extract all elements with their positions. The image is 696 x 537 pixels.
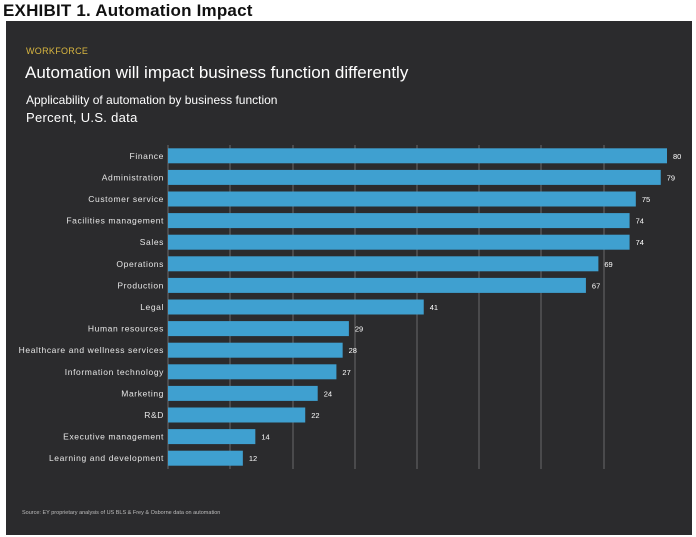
category-label: Production [117, 280, 164, 290]
category-label: R&D [144, 410, 164, 420]
category-label: Healthcare and wellness services [19, 345, 164, 355]
value-label: 24 [324, 389, 332, 398]
value-label: 67 [592, 281, 600, 290]
value-label: 12 [249, 454, 257, 463]
bar [168, 385, 318, 401]
value-label: 79 [667, 173, 675, 182]
value-label: 74 [636, 238, 644, 247]
value-label: 28 [349, 346, 357, 355]
value-label: 29 [355, 325, 363, 334]
bar [168, 169, 661, 185]
category-label: Information technology [65, 367, 164, 377]
exhibit-title: EXHIBIT 1. Automation Impact [3, 1, 253, 20]
category-label: Marketing [121, 388, 164, 398]
value-label: 41 [430, 303, 438, 312]
section-kicker: WORKFORCE [26, 46, 89, 56]
category-label: Executive management [63, 432, 164, 442]
bar [168, 277, 586, 293]
value-label: 27 [342, 368, 350, 377]
value-label: 80 [673, 152, 681, 161]
value-label: 14 [261, 433, 269, 442]
category-label: Facilities management [66, 216, 164, 226]
bar [168, 148, 667, 164]
category-label: Human resources [88, 324, 164, 334]
chart-subtitle: Percent, U.S. data [26, 110, 138, 125]
value-label: 22 [311, 411, 319, 420]
chart-panel: WORKFORCE Automation will impact busines… [6, 21, 692, 535]
value-label: 75 [642, 195, 650, 204]
bar [168, 256, 599, 272]
bar [168, 191, 636, 207]
category-label: Administration [102, 172, 164, 182]
bar [168, 342, 343, 358]
bar [168, 213, 630, 229]
category-label: Sales [140, 237, 164, 247]
bar [168, 321, 349, 337]
bar [168, 429, 256, 445]
bar-chart: Finance 80 Administration 79 Customer servic… [19, 145, 681, 469]
chart-headline: Automation will impact business function… [25, 63, 409, 82]
bar [168, 407, 306, 423]
category-label: Learning and development [49, 453, 164, 463]
bar [168, 364, 337, 380]
category-label: Legal [140, 302, 164, 312]
category-label: Operations [116, 259, 164, 269]
value-label: 74 [636, 217, 644, 226]
source-note: Source: EY proprietary analysis of US BL… [22, 510, 221, 516]
bar [168, 299, 424, 315]
category-label: Finance [130, 151, 164, 161]
bar [168, 450, 243, 466]
category-label: Customer service [88, 194, 164, 204]
chart-title: Applicability of automation by business … [26, 93, 278, 107]
value-label: 69 [604, 260, 612, 269]
bar [168, 234, 630, 250]
